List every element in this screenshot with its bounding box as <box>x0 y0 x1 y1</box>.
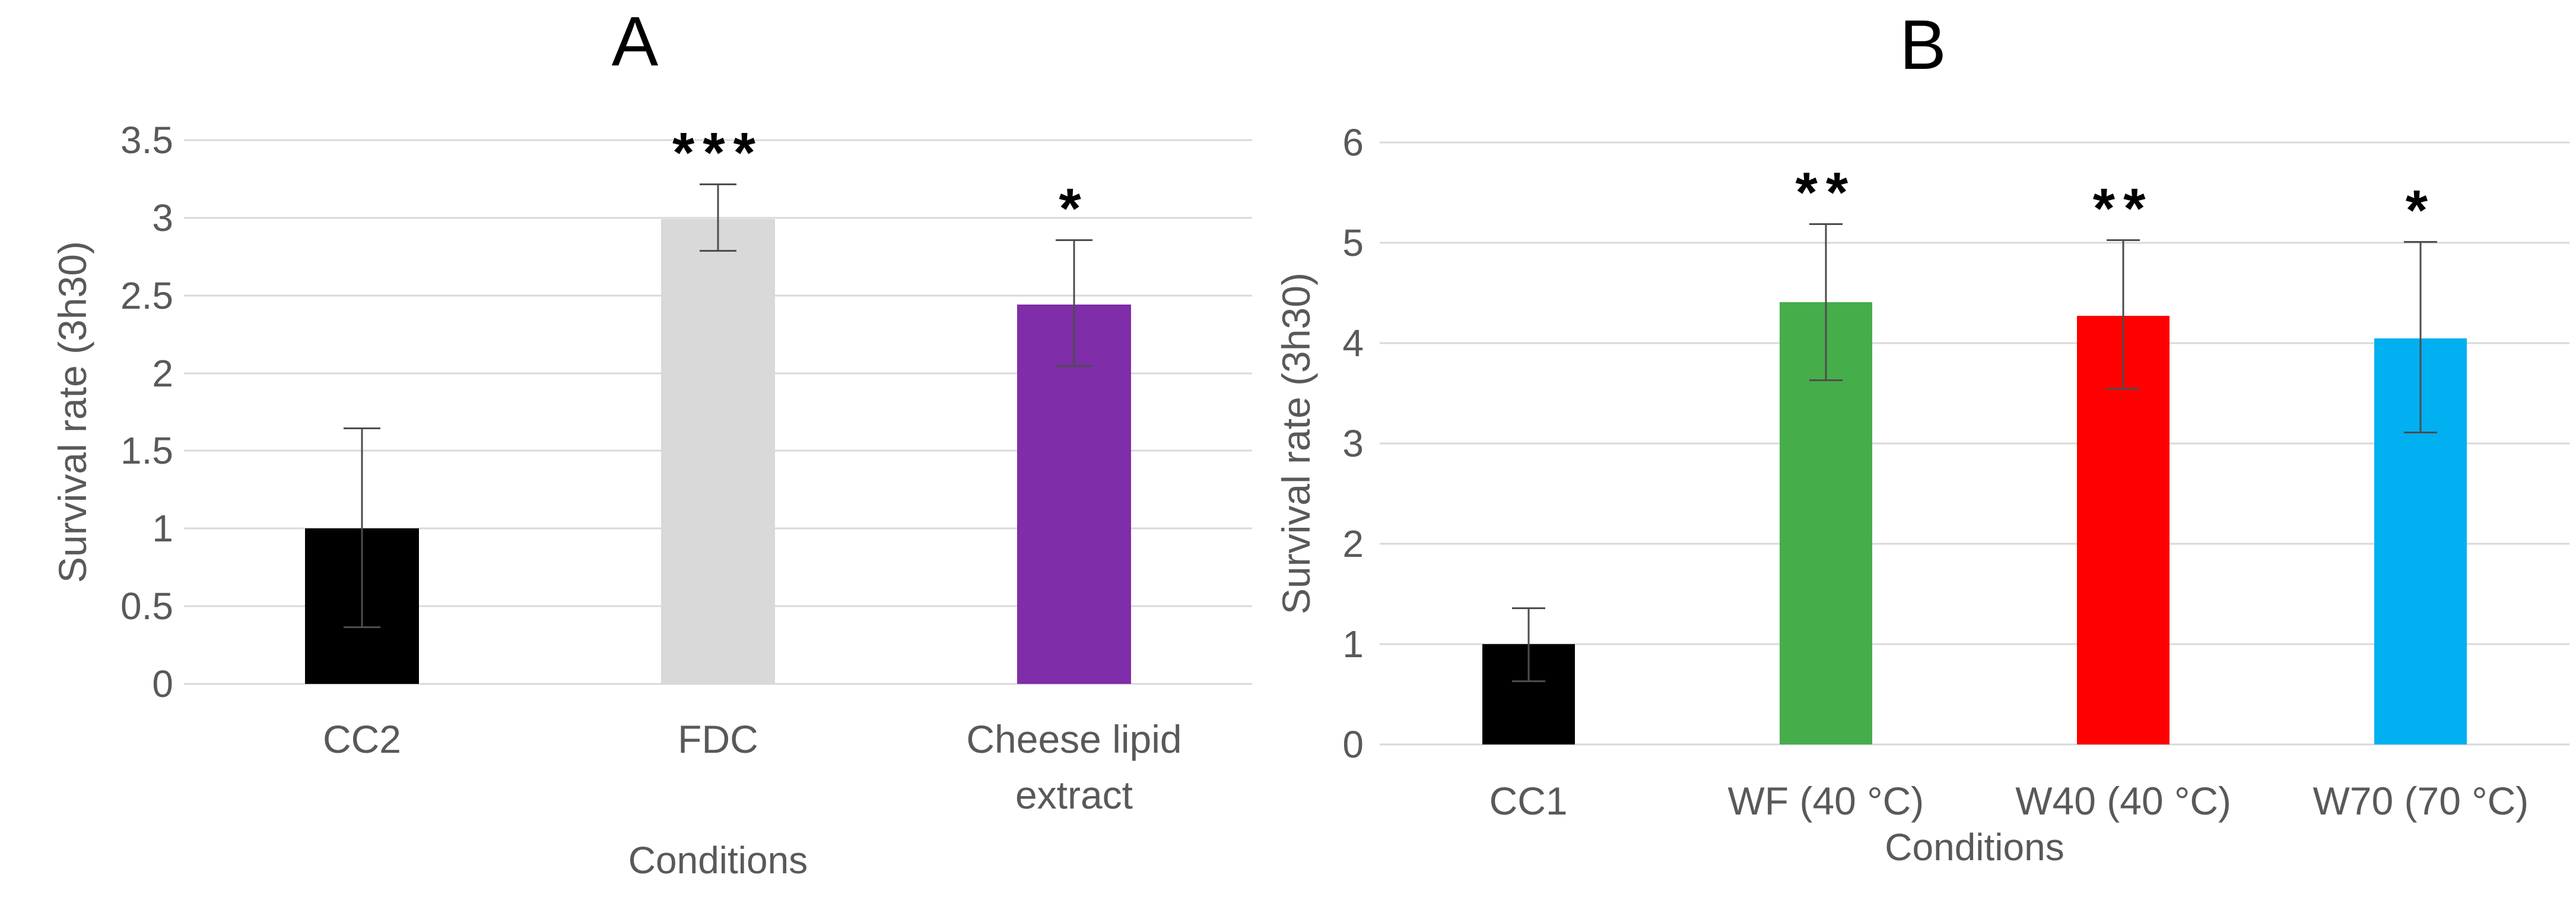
plot-area-a: *** * <box>184 124 1252 685</box>
y-tick-label: 4 <box>1342 322 1364 365</box>
significance-stars: ** <box>2092 176 2154 240</box>
panel-a: A Survival rate (3h30) 0 0.5 1 1.5 2 2.5 3 3.5 … <box>0 0 1270 900</box>
significance-stars: * <box>2405 179 2437 242</box>
y-tick-label: 3 <box>152 196 173 239</box>
category-label: W70 (70 °C) <box>2272 773 2569 829</box>
category-label-line: Cheese lipid <box>966 717 1182 761</box>
bar <box>661 219 775 684</box>
y-tick-label: 1.5 <box>120 429 173 473</box>
category-label: Cheese lipid extract <box>896 711 1252 823</box>
category-label-line: CC1 <box>1489 779 1568 823</box>
error-bar <box>2419 243 2422 434</box>
category-label: FDC <box>540 711 896 767</box>
y-tick-label: 0 <box>152 663 173 705</box>
category-label: WF (40 °C) <box>1677 773 1974 829</box>
error-bar-cap <box>2404 241 2438 243</box>
error-bar <box>1073 241 1075 367</box>
gridline <box>184 139 1252 141</box>
y-tick-label: 3 <box>1342 422 1364 465</box>
error-bar-cap <box>1056 365 1092 367</box>
y-tick-label: 2.5 <box>120 274 173 317</box>
x-axis-label-a: Conditions <box>628 839 808 882</box>
error-bar-cap <box>2107 239 2140 241</box>
y-axis-ticks-b: 0 1 2 3 4 5 6 <box>1270 123 1364 763</box>
gridline <box>1380 442 2569 445</box>
error-bar <box>717 185 719 252</box>
category-label-line: W70 (70 °C) <box>2313 779 2529 823</box>
y-tick-label: 2 <box>1342 522 1364 565</box>
y-axis-ticks-a: 0 0.5 1 1.5 2 2.5 3 3.5 <box>0 121 173 703</box>
gridline <box>1380 141 2569 144</box>
error-bar <box>1825 224 1827 382</box>
chart-title-b: B <box>1900 6 1946 84</box>
gridline <box>1380 342 2569 344</box>
error-bar-cap <box>1809 379 1843 382</box>
error-bar-cap <box>1511 607 1545 609</box>
error-bar-cap <box>1809 223 1843 225</box>
y-tick-label: 5 <box>1342 221 1364 264</box>
category-label-line: CC2 <box>322 717 402 761</box>
y-tick-label: 6 <box>1342 121 1364 164</box>
gridline <box>1380 543 2569 545</box>
plot-area-b: ** ** * <box>1380 141 2569 746</box>
category-label-line: extract <box>1015 773 1133 817</box>
error-bar-cap <box>1511 680 1545 683</box>
chart-title-a: A <box>611 2 659 81</box>
error-bar-cap <box>1056 239 1092 242</box>
y-tick-label: 1 <box>152 507 173 550</box>
category-label: CC1 <box>1380 773 1677 829</box>
error-bar-cap <box>344 626 380 628</box>
error-bar-cap <box>2107 387 2140 389</box>
significance-stars: * <box>1059 177 1090 241</box>
error-bar <box>361 429 363 628</box>
significance-stars: ** <box>1795 160 1857 224</box>
gridline <box>1380 643 2569 645</box>
error-bar <box>1527 609 1530 683</box>
error-bar-cap <box>2404 432 2438 434</box>
gridline <box>1380 743 2569 746</box>
category-label: CC2 <box>184 711 540 767</box>
bar <box>1017 305 1131 684</box>
category-label-line: WF (40 °C) <box>1727 779 1924 823</box>
x-axis-label-b: Conditions <box>1885 826 2064 869</box>
y-tick-label: 1 <box>1342 623 1364 666</box>
y-tick-label: 3.5 <box>120 119 173 161</box>
gridline <box>1380 242 2569 244</box>
y-tick-label: 0.5 <box>120 585 173 628</box>
error-bar-cap <box>344 427 380 429</box>
category-label-line: W40 (40 °C) <box>2015 779 2232 823</box>
significance-stars: *** <box>672 121 764 185</box>
gridline <box>184 683 1252 685</box>
category-label: W40 (40 °C) <box>1975 773 2272 829</box>
y-tick-label: 2 <box>152 351 173 395</box>
error-bar-cap <box>700 183 736 185</box>
category-label-line: FDC <box>678 717 758 761</box>
y-tick-label: 0 <box>1342 723 1364 766</box>
error-bar <box>2122 240 2124 389</box>
error-bar-cap <box>700 250 736 252</box>
